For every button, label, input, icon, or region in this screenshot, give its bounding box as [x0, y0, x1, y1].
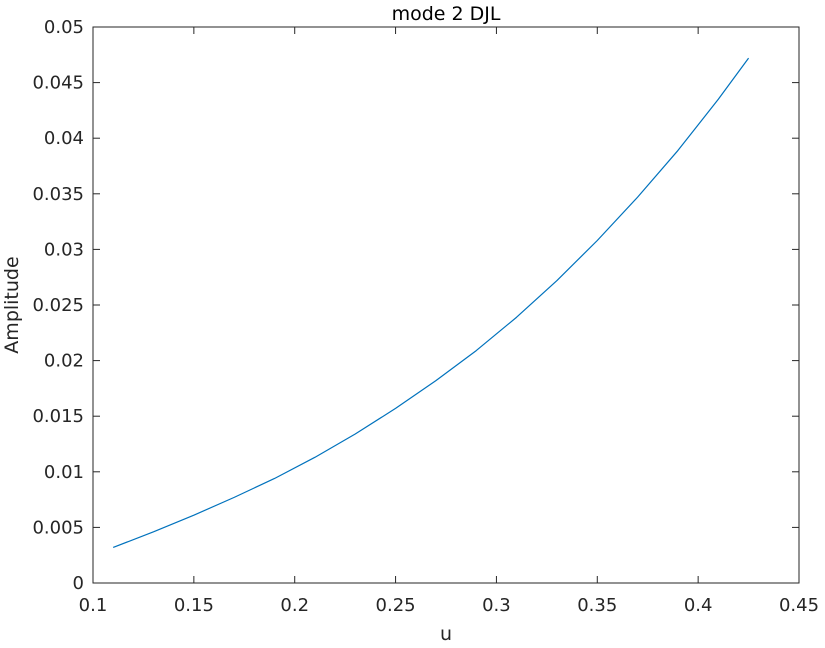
y-tick-label: 0.025 [32, 295, 84, 316]
series-layer [112, 57, 750, 548]
series-line [112, 57, 750, 548]
y-tick-label: 0.03 [44, 239, 84, 260]
x-tick-label: 0.1 [79, 595, 108, 616]
y-tick-label: 0.01 [44, 462, 84, 483]
x-tick-label: 0.2 [280, 595, 309, 616]
x-tick-label: 0.4 [684, 595, 713, 616]
y-tick-label: 0.02 [44, 351, 84, 372]
x-tick-label: 0.35 [577, 595, 617, 616]
y-tick-label: 0.015 [32, 406, 84, 427]
chart-title: mode 2 DJL [392, 3, 501, 25]
tick-labels: 0.1 0.15 0.2 0.25 0.3 0.35 0.4 0.45 0 0.005 0.01 0.… [32, 17, 819, 616]
y-tick-label: 0.035 [32, 184, 84, 205]
x-tick-label: 0.15 [174, 595, 214, 616]
y-tick-label: 0.04 [44, 128, 84, 149]
y-tick-label: 0 [73, 573, 84, 594]
axis-ticks [92, 26, 800, 584]
x-tick-label: 0.45 [779, 595, 819, 616]
y-tick-label: 0.05 [44, 17, 84, 38]
x-tick-label: 0.25 [376, 595, 416, 616]
plot-area [92, 26, 800, 584]
y-tick-label: 0.045 [32, 73, 84, 94]
y-tick-label: 0.005 [32, 517, 84, 538]
y-axis-label: Amplitude [1, 256, 23, 353]
x-tick-label: 0.3 [482, 595, 511, 616]
x-axis-label: u [440, 623, 452, 645]
